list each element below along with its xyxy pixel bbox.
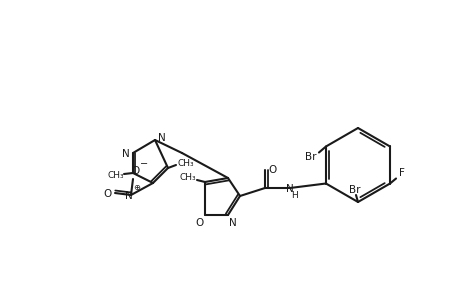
Text: O: O — [269, 165, 276, 175]
Text: Br: Br — [304, 152, 316, 161]
Text: N: N — [158, 133, 166, 143]
Text: Br: Br — [348, 185, 360, 195]
Text: CH₃: CH₃ — [179, 173, 196, 182]
Text: CH₃: CH₃ — [177, 158, 194, 167]
Text: CH₃: CH₃ — [107, 170, 124, 179]
Text: O: O — [132, 166, 140, 176]
Text: F: F — [398, 169, 404, 178]
Text: O: O — [104, 189, 112, 199]
Text: N: N — [285, 184, 293, 194]
Text: N: N — [229, 218, 236, 228]
Text: H: H — [291, 191, 298, 200]
Text: N: N — [125, 191, 133, 201]
Text: N: N — [122, 149, 129, 159]
Text: ⊕: ⊕ — [133, 182, 140, 191]
Text: O: O — [196, 218, 204, 228]
Text: −: − — [140, 159, 148, 169]
